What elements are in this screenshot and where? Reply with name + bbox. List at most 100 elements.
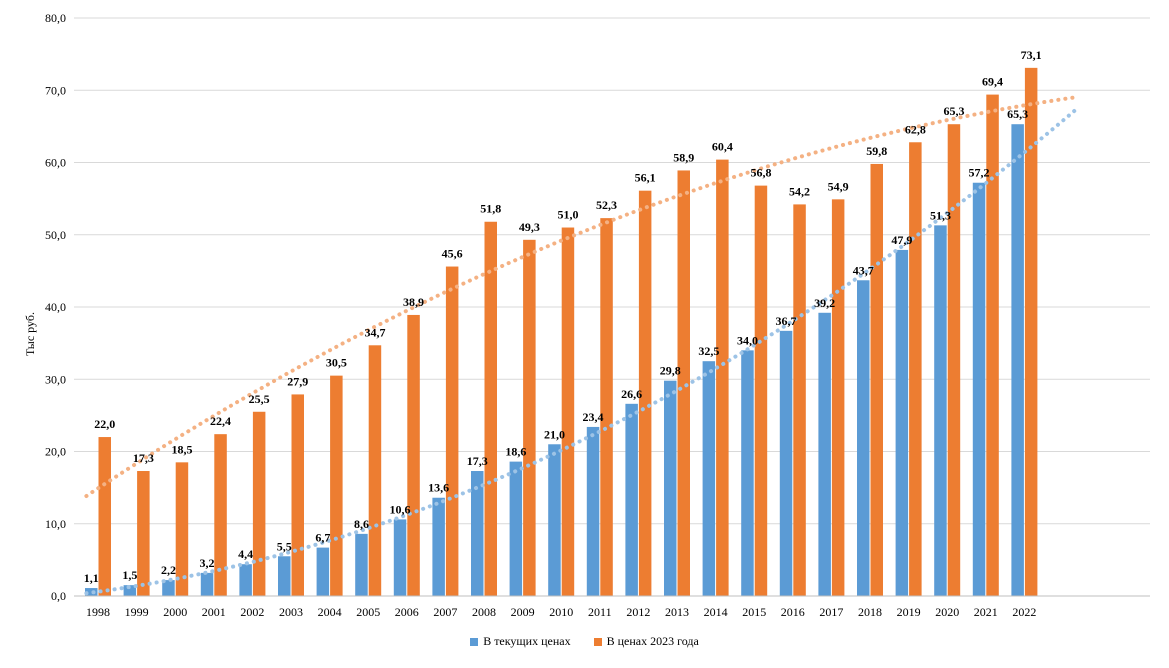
x-tick-label: 2015	[742, 605, 766, 619]
bar-2023-prices	[716, 159, 729, 597]
x-tick-label: 2006	[395, 605, 419, 619]
x-tick-label: 2003	[279, 605, 303, 619]
bar-2023-prices	[445, 266, 459, 596]
legend-label-current-prices: В текущих ценах	[483, 634, 571, 648]
x-tick-label: 2013	[665, 605, 689, 619]
bar-current-prices	[1011, 124, 1024, 597]
trendlines	[84, 94, 1081, 596]
data-label-2023-prices: 22,0	[94, 417, 115, 431]
y-tick-label: 10,0	[45, 517, 66, 531]
bar-current-prices	[393, 519, 407, 596]
bar-2023-prices	[561, 227, 575, 596]
bar-current-prices	[509, 461, 523, 596]
data-label-current-prices: 34,0	[737, 333, 758, 347]
data-label-2023-prices: 65,3	[943, 104, 964, 118]
data-label-current-prices: 21,0	[544, 427, 565, 441]
x-tick-label: 2018	[858, 605, 882, 619]
data-label-current-prices: 65,3	[1007, 107, 1028, 121]
data-label-current-prices: 23,4	[583, 410, 604, 424]
data-label-2023-prices: 17,3	[133, 451, 154, 465]
data-label-current-prices: 43,7	[853, 263, 874, 277]
bar-current-prices	[586, 426, 600, 596]
x-tick-label: 2019	[897, 605, 921, 619]
data-label-current-prices: 13,6	[428, 481, 449, 495]
bar-current-prices	[432, 497, 445, 596]
data-label-current-prices: 47,9	[891, 233, 912, 247]
data-label-current-prices: 36,7	[776, 314, 797, 328]
data-label-current-prices: 57,2	[969, 166, 990, 180]
data-label-2023-prices: 69,4	[982, 75, 1003, 89]
data-label-current-prices: 26,6	[621, 387, 642, 401]
data-label-current-prices: 1,5	[122, 568, 137, 582]
bar-2023-prices	[870, 163, 883, 596]
bar-current-prices	[934, 225, 947, 597]
bar-current-prices	[316, 547, 330, 596]
bar-2023-prices	[1024, 67, 1038, 597]
bar-current-prices	[85, 588, 98, 596]
data-label-current-prices: 4,4	[238, 547, 253, 561]
x-tick-label: 2020	[935, 605, 959, 619]
trendline-2023-prices	[84, 94, 1081, 498]
x-tick-label: 2014	[704, 605, 728, 619]
x-tick-label: 2002	[240, 605, 264, 619]
x-tick-label: 2017	[819, 605, 843, 619]
data-label-current-prices: 18,6	[505, 445, 526, 459]
data-label-2023-prices: 73,1	[1021, 48, 1042, 62]
legend-label-2023-prices: В ценах 2023 года	[606, 634, 699, 648]
data-label-2023-prices: 51,0	[557, 208, 578, 222]
bar-2023-prices	[754, 185, 768, 596]
y-tick-label: 80,0	[45, 11, 66, 25]
bar-2023-prices	[600, 218, 613, 596]
bar-current-prices	[278, 556, 291, 596]
data-label-2023-prices: 27,9	[287, 374, 308, 388]
bar-current-prices	[664, 380, 677, 596]
bar-current-prices	[895, 249, 909, 597]
bar-2023-prices	[986, 94, 999, 597]
data-label-2023-prices: 38,9	[403, 295, 424, 309]
y-tick-label: 40,0	[45, 300, 66, 314]
legend-item-current-prices: В текущих ценах	[470, 634, 571, 649]
data-label-2023-prices: 51,8	[480, 202, 501, 216]
y-tick-label: 0,0	[51, 589, 66, 603]
y-tick-label: 60,0	[45, 156, 66, 170]
data-label-current-prices: 17,3	[467, 454, 488, 468]
legend-item-2023-prices: В ценах 2023 года	[593, 634, 699, 649]
data-label-2023-prices: 59,8	[866, 144, 887, 158]
data-label-2023-prices: 58,9	[673, 150, 694, 164]
x-tick-label: 2001	[202, 605, 226, 619]
data-label-current-prices: 39,2	[814, 296, 835, 310]
data-label-current-prices: 1,1	[84, 571, 99, 585]
bar-2023-prices	[98, 437, 111, 596]
data-label-2023-prices: 49,3	[519, 220, 540, 234]
x-tick-label: 2022	[1012, 605, 1036, 619]
data-label-current-prices: 32,5	[698, 344, 719, 358]
bar-current-prices	[702, 361, 716, 596]
data-labels: 1,1 22,0 1,5 17,3 2,2 18,5 3,2 22,4 4,4 25,5 5,5 27…	[84, 48, 1042, 585]
bar-current-prices	[123, 585, 137, 596]
bar-current-prices	[471, 471, 484, 596]
bar-2023-prices	[407, 314, 420, 596]
x-tick-label: 2000	[163, 605, 187, 619]
bar-current-prices	[741, 350, 754, 596]
data-label-current-prices: 29,8	[660, 364, 681, 378]
bar-current-prices	[625, 403, 638, 596]
data-label-current-prices: 6,7	[315, 531, 330, 545]
bar-current-prices	[548, 444, 561, 596]
x-tick-label: 2012	[626, 605, 650, 619]
bar-2023-prices	[831, 199, 845, 596]
x-tick-label: 2004	[318, 605, 342, 619]
bar-2023-prices	[291, 394, 304, 596]
trendline-current-prices	[84, 105, 1081, 596]
x-tick-label: 1999	[125, 605, 149, 619]
data-label-2023-prices: 56,1	[635, 171, 656, 185]
data-label-current-prices: 5,5	[277, 539, 292, 553]
bar-2023-prices	[484, 221, 497, 596]
data-label-current-prices: 8,6	[354, 517, 369, 531]
bar-2023-prices	[909, 142, 922, 596]
bar-2023-prices	[330, 375, 343, 596]
data-label-current-prices: 10,6	[390, 502, 411, 516]
legend-swatch-blue	[470, 637, 479, 646]
x-axis-ticks: 1998 1999 2000 2001 2002 2003 2004 2005 2006 2007…	[86, 605, 1036, 619]
data-label-2023-prices: 62,8	[905, 122, 926, 136]
data-label-2023-prices: 22,4	[210, 414, 231, 428]
